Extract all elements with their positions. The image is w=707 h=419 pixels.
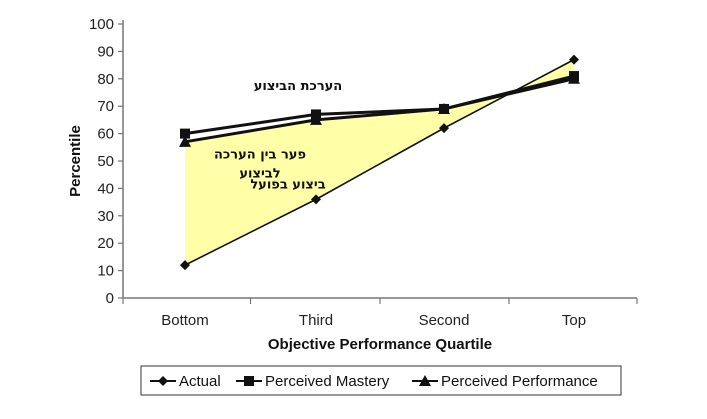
- legend-label: Perceived Mastery: [265, 373, 390, 390]
- x-tick-label: Top: [562, 312, 586, 329]
- y-axis-title: Percentile: [67, 125, 84, 197]
- y-tick-label: 10: [97, 263, 114, 280]
- annotation-label: לביצוע: [239, 166, 280, 181]
- annotation-label: הערכת הביצוע: [254, 79, 342, 94]
- annotation-label: פער בין הערכה: [214, 147, 306, 162]
- legend-label: Actual: [179, 373, 221, 390]
- y-tick-label: 100: [89, 16, 114, 33]
- x-axis-title: Objective Performance Quartile: [268, 336, 492, 353]
- legend-box: [140, 365, 622, 396]
- y-tick-label: 20: [97, 235, 114, 252]
- data-point-actual: [439, 123, 449, 134]
- legend-marker: [244, 376, 254, 386]
- data-point-perceived-performance: [310, 113, 322, 125]
- x-tick-label: Third: [299, 312, 333, 329]
- legend-marker: [419, 375, 431, 386]
- x-tick-label: Bottom: [161, 312, 209, 329]
- data-point-perceived-mastery: [180, 128, 190, 139]
- data-point-actual: [311, 194, 321, 205]
- y-tick-label: 30: [97, 208, 114, 225]
- data-point-perceived-performance: [568, 72, 580, 84]
- data-point-actual: [569, 54, 579, 65]
- legend-marker: [158, 376, 168, 386]
- y-tick-label: 60: [97, 126, 114, 143]
- x-tick-label: Second: [419, 312, 470, 329]
- y-tick-label: 50: [97, 153, 114, 170]
- series-line-perceived-performance: [184, 77, 575, 144]
- annotation-label: ביצוע בפועל: [250, 177, 325, 192]
- y-tick-label: 90: [97, 43, 114, 60]
- data-point-perceived-performance: [179, 135, 191, 147]
- gap-area: [185, 59, 574, 266]
- y-tick-label: 70: [97, 98, 114, 115]
- data-point-perceived-performance: [438, 102, 450, 114]
- y-tick-label: 40: [97, 180, 114, 197]
- legend-label: Perceived Performance: [441, 373, 598, 390]
- y-tick-label: 80: [97, 71, 114, 88]
- y-tick-label: 0: [106, 290, 114, 307]
- data-point-actual: [180, 260, 190, 271]
